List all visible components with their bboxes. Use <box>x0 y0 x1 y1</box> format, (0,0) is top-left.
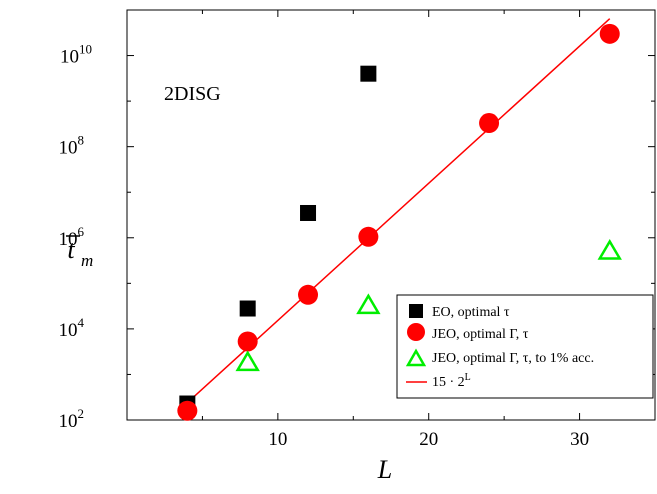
legend-label-eo: EO, optimal τ <box>432 305 510 320</box>
fit-line <box>186 18 611 404</box>
legend-marker-eo <box>409 304 423 318</box>
x-axis-title: L <box>377 455 392 484</box>
x-tick-label: 20 <box>419 429 438 450</box>
legend-marker-jeo <box>407 323 425 341</box>
legend-label-jeo: JEO, optimal Γ, τ <box>432 327 529 342</box>
legend-label-fit-base: 15 · 2 <box>432 375 465 390</box>
jeo-acc-point <box>235 350 260 372</box>
y-tick-label: 108 <box>59 133 85 159</box>
eo-point <box>360 65 377 82</box>
y-tick-label-exponent: 2 <box>78 406 85 421</box>
y-axis-title: t m <box>66 235 93 270</box>
legend-label-fit: 15 · 2L <box>432 372 471 390</box>
y-axis-title-subscript: m <box>81 251 93 270</box>
jeo-point <box>237 331 258 352</box>
y-tick-label-base: 10 <box>59 411 78 432</box>
y-axis-title-main: t <box>67 235 75 264</box>
y-tick-label-base: 10 <box>59 229 78 250</box>
legend-marker-jeo-acc <box>405 348 427 367</box>
y-tick-label-exponent: 8 <box>78 133 85 148</box>
y-tick-label: 102 <box>59 406 85 432</box>
y-tick-label: 106 <box>59 224 85 250</box>
y-tick-label: 1010 <box>60 42 92 68</box>
eo-point <box>300 204 317 221</box>
x-tick-label: 10 <box>268 429 287 450</box>
jeo-point <box>479 113 500 134</box>
jeo-point <box>298 284 319 305</box>
legend-label-fit-exp: L <box>465 372 471 383</box>
y-tick-label-exponent: 10 <box>79 42 92 57</box>
y-tick-label-exponent: 6 <box>78 224 85 239</box>
legend-label-jeo-acc: JEO, optimal Γ, τ, to 1% acc. <box>432 351 594 366</box>
plot-frame <box>126 9 656 421</box>
x-tick-label: 30 <box>570 429 589 450</box>
jeo-point <box>358 226 379 247</box>
chart-annotation: 2DISG <box>164 83 221 105</box>
legend: EO, optimal τ JEO, optimal Γ, τ JEO, opt… <box>396 294 654 399</box>
fit-layer <box>186 18 611 404</box>
y-tick-label-base: 10 <box>60 47 79 68</box>
points-layer <box>177 23 622 421</box>
jeo-point <box>177 400 198 421</box>
y-tick-label: 104 <box>59 315 85 341</box>
legend-box <box>396 294 654 399</box>
eo-point <box>239 300 256 317</box>
jeo-acc-point <box>597 239 622 260</box>
y-tick-label-base: 10 <box>59 320 78 341</box>
jeo-acc-point <box>356 293 381 315</box>
y-tick-label-exponent: 4 <box>78 315 85 330</box>
y-tick-label-base: 10 <box>59 138 78 159</box>
jeo-point <box>599 23 620 44</box>
